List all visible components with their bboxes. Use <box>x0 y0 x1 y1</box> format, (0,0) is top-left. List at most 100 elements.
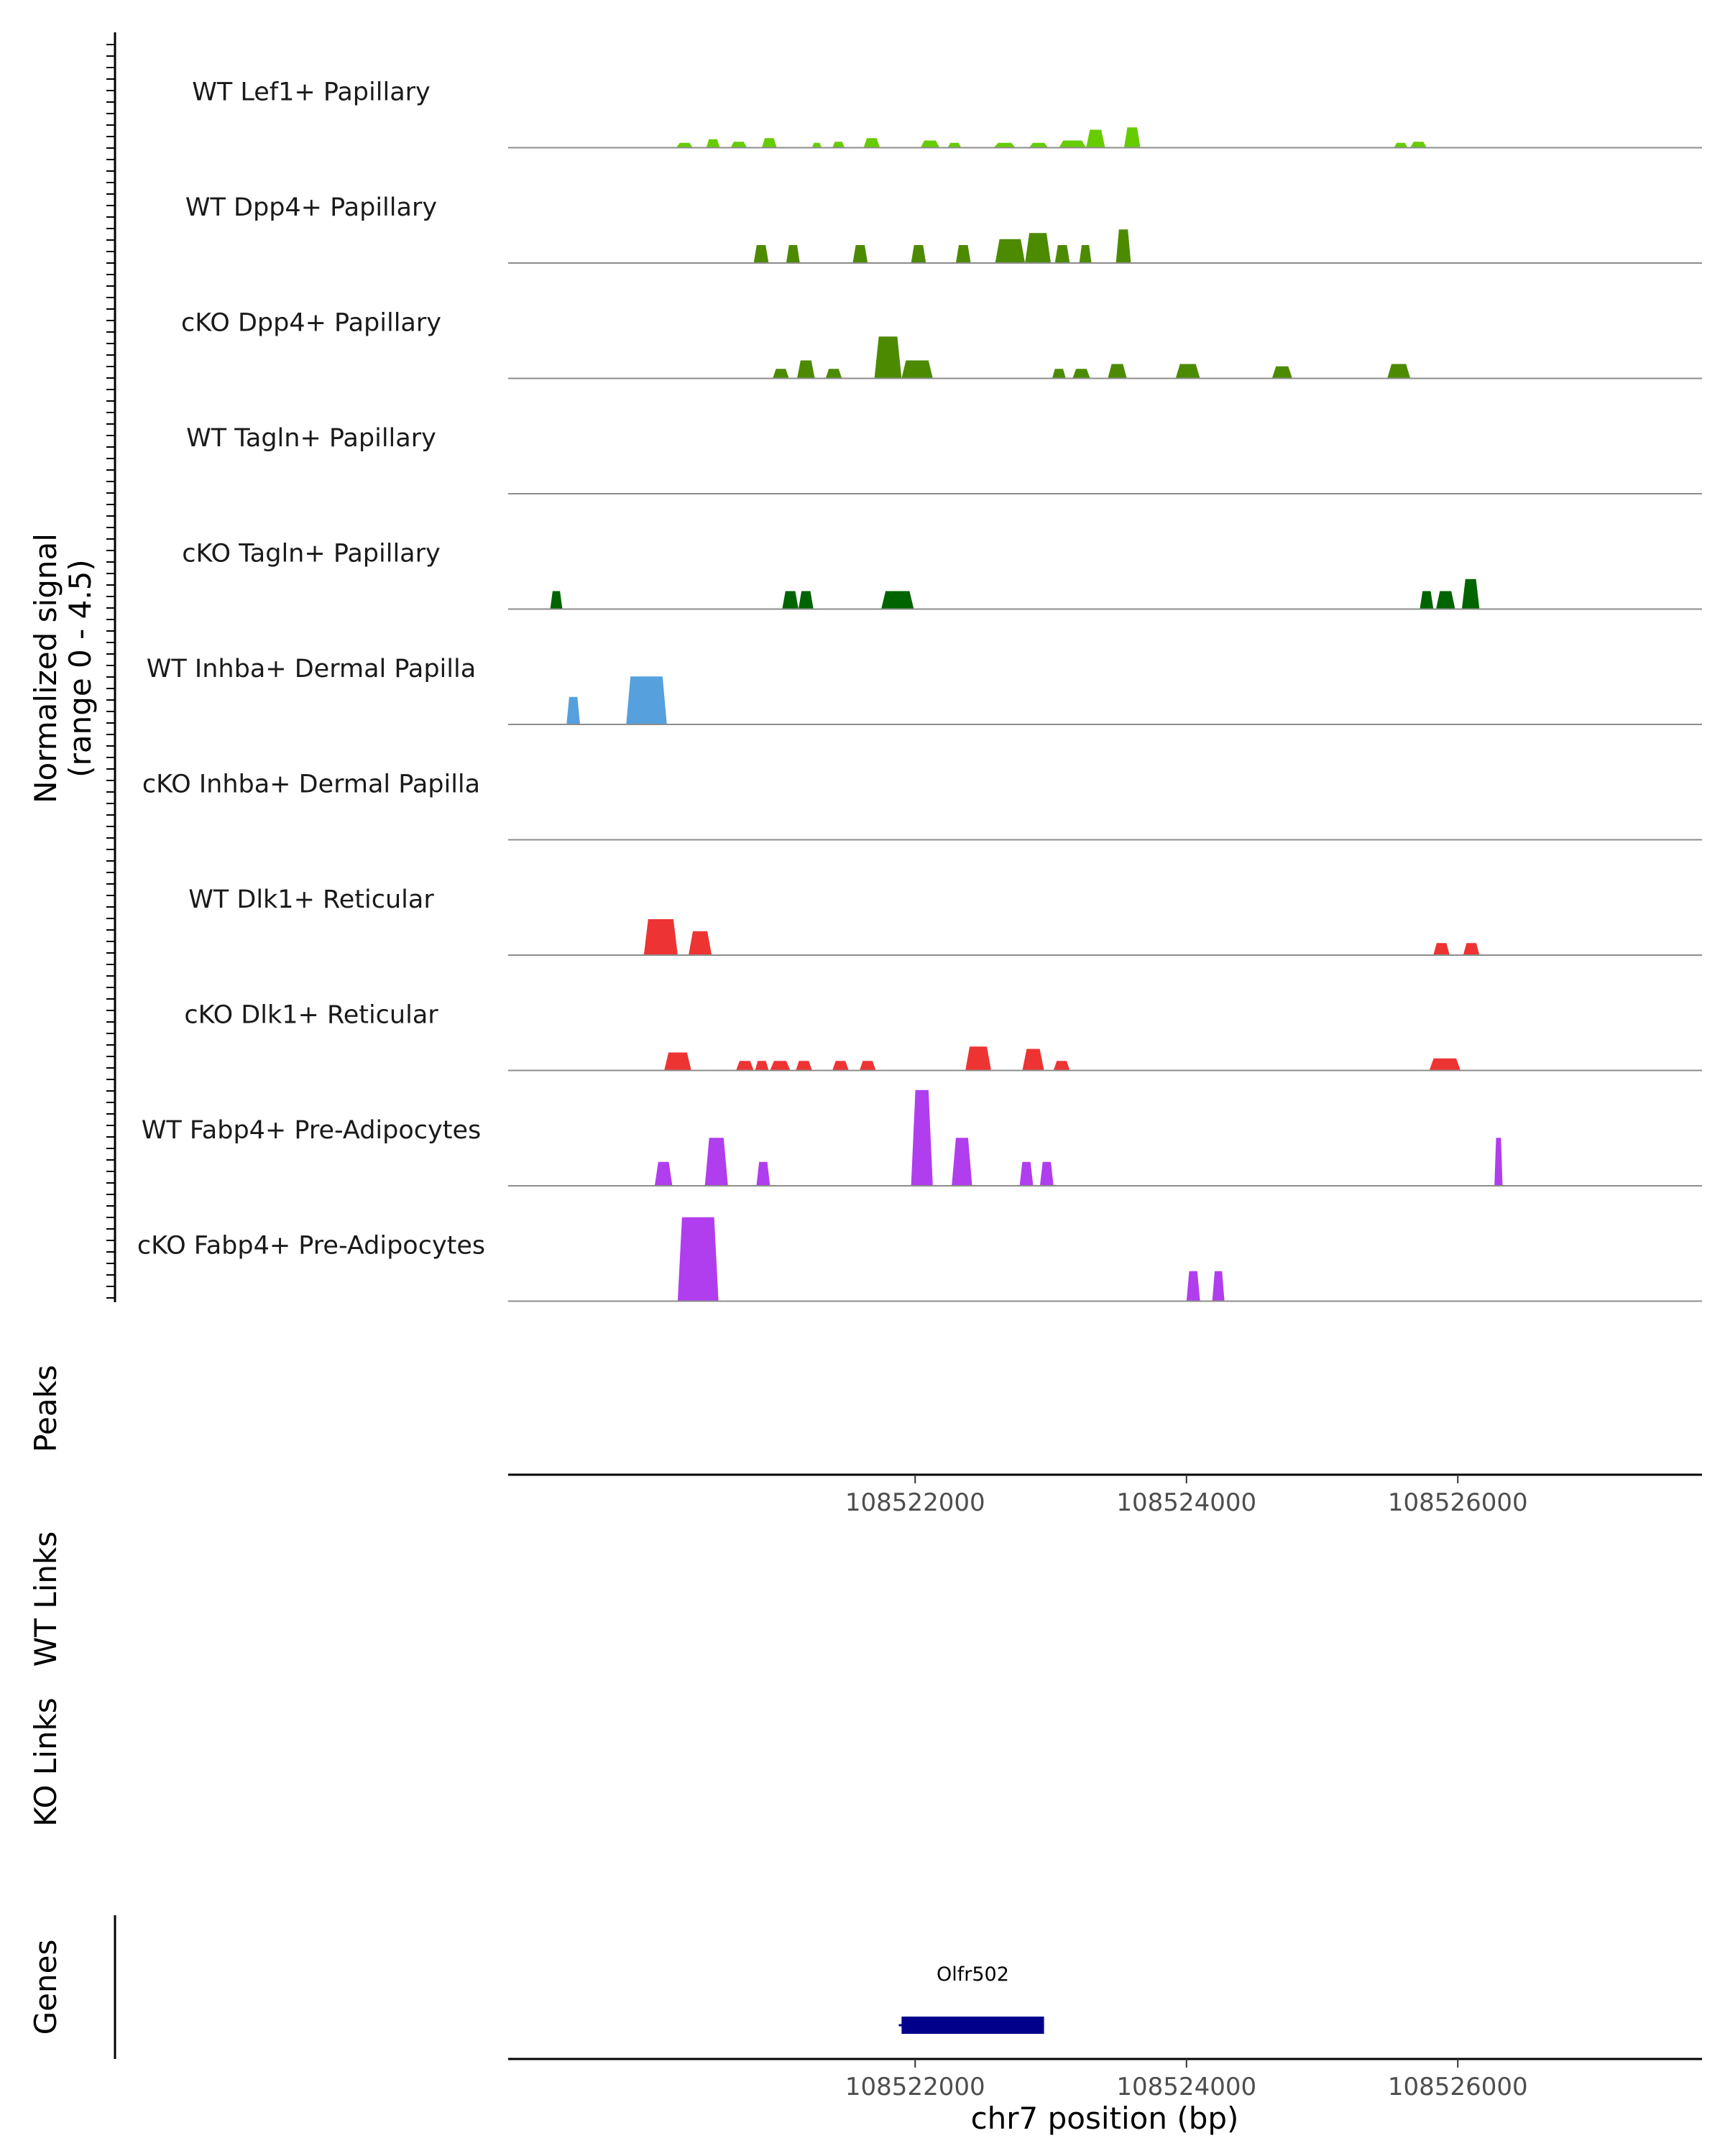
track-label: WT Tagln+ Papillary <box>186 424 436 453</box>
track-label: WT Lef1+ Papillary <box>192 78 431 107</box>
signal-peak <box>965 1046 991 1071</box>
signal-peak <box>1116 229 1131 263</box>
track-6: WT Inhba+ Dermal Papilla <box>147 655 1702 725</box>
signal-peak <box>782 591 799 609</box>
track-4: WT Tagln+ Papillary <box>186 424 1702 494</box>
signal-peak <box>832 142 845 148</box>
signal-peak <box>1387 364 1411 379</box>
track-label: WT Inhba+ Dermal Papilla <box>147 655 476 683</box>
signal-peak <box>911 1089 933 1186</box>
signal-peak <box>753 245 769 263</box>
signal-peak <box>1436 591 1455 609</box>
signal-peak <box>1429 1058 1460 1071</box>
track-5: cKO Tagln+ Papillary <box>182 540 1702 610</box>
track-label: WT Fabp4+ Pre-Adipocytes <box>142 1116 481 1145</box>
track-label: cKO Fabp4+ Pre-Adipocytes <box>137 1232 485 1261</box>
signal-peak <box>947 142 962 148</box>
x-tick-label: 108522000 <box>845 2073 985 2101</box>
signal-peak <box>1271 366 1292 379</box>
signal-peak <box>993 142 1016 148</box>
signal-ylabel-line1: Normalized signal <box>28 533 63 803</box>
peaks-track-label: Peaks <box>28 1365 63 1452</box>
signal-peak <box>704 1138 728 1186</box>
signal-peak <box>730 142 748 148</box>
coverage-signal-panel: Normalized signal (range 0 - 4.5) WT Lef… <box>28 32 1702 1302</box>
genes-x-axis-ticks: 108522000 108524000 108526000 <box>845 2059 1528 2101</box>
signal-peak <box>1175 364 1200 379</box>
signal-peak <box>1108 364 1127 379</box>
ko-links-label: KO Links <box>28 1697 63 1827</box>
signal-peak <box>901 360 933 379</box>
signal-peak <box>643 919 678 955</box>
signal-y-axis-ticks <box>106 44 115 1299</box>
signal-peak <box>1039 1161 1054 1186</box>
track-9: cKO Dlk1+ Reticular <box>184 1001 1702 1072</box>
signal-peak <box>1059 140 1087 148</box>
signal-peak <box>911 245 926 263</box>
signal-peak <box>852 245 868 263</box>
signal-ylabel-line2: (range 0 - 4.5) <box>63 559 98 778</box>
signal-peak <box>1025 233 1051 263</box>
track-label: WT Dpp4+ Papillary <box>185 193 437 222</box>
signal-peak <box>995 239 1026 263</box>
track-label: cKO Inhba+ Dermal Papilla <box>142 770 480 799</box>
x-tick-label: 108524000 <box>1116 1488 1256 1517</box>
x-tick-label: 108524000 <box>1116 2073 1256 2101</box>
signal-peak <box>1494 1138 1503 1186</box>
signal-peak <box>1029 142 1049 148</box>
signal-peak <box>1410 142 1427 148</box>
gene-annotations: Olfr502 <box>898 1963 1044 2034</box>
track-11: cKO Fabp4+ Pre-Adipocytes <box>137 1217 1702 1302</box>
genes-panel: Genes Olfr502 108522000 108524000 10852600… <box>28 1915 1702 2136</box>
links-panel: WT Links KO Links <box>28 1531 63 1827</box>
signal-peak <box>825 369 842 379</box>
x-tick-label: 108522000 <box>845 1488 985 1517</box>
signal-peak <box>676 142 693 148</box>
signal-peak <box>881 591 914 609</box>
x-tick-label: 108526000 <box>1388 2073 1528 2101</box>
signal-peak <box>955 245 971 263</box>
signal-peak <box>664 1052 691 1071</box>
signal-peak <box>1072 369 1090 379</box>
signal-peak <box>859 1061 876 1071</box>
track-2: WT Dpp4+ Papillary <box>185 193 1702 264</box>
signal-peak <box>770 1061 791 1071</box>
signal-peak <box>566 696 580 724</box>
signal-peak <box>952 1138 972 1186</box>
track-3: cKO Dpp4+ Papillary <box>181 309 1702 379</box>
signal-peak <box>762 138 777 148</box>
track-7: cKO Inhba+ Dermal Papilla <box>142 770 1702 841</box>
signal-peak <box>1086 129 1105 148</box>
signal-peak <box>550 591 563 609</box>
signal-peak <box>654 1161 673 1186</box>
genes-track-label: Genes <box>28 1940 63 2035</box>
signal-tracks: WT Lef1+ Papillary WT Dpp4+ Papillary cKO … <box>137 78 1702 1302</box>
x-tick-label: 108526000 <box>1388 1488 1528 1517</box>
signal-peak <box>1420 591 1434 609</box>
signal-peak <box>1053 1061 1070 1071</box>
signal-peak <box>1123 127 1141 148</box>
gene-label: Olfr502 <box>937 1963 1009 1986</box>
track-label: cKO Dlk1+ Reticular <box>184 1001 438 1030</box>
signal-peak <box>1186 1271 1200 1302</box>
signal-peak <box>755 1061 769 1071</box>
signal-peak <box>797 360 815 379</box>
signal-peak <box>811 142 822 148</box>
signal-peak <box>1054 245 1070 263</box>
signal-peak <box>920 140 940 148</box>
signal-peak <box>786 245 800 263</box>
peaks-x-axis-ticks: 108522000 108524000 108526000 <box>845 1475 1528 1517</box>
signal-peak <box>756 1161 770 1186</box>
signal-peak <box>1433 943 1450 955</box>
signal-peak <box>832 1061 849 1071</box>
signal-peak <box>1463 943 1480 955</box>
track-1: WT Lef1+ Papillary <box>192 78 1702 149</box>
signal-peak <box>773 369 789 379</box>
signal-peak <box>1079 245 1092 263</box>
signal-peak <box>798 591 814 609</box>
signal-peak <box>1022 1049 1044 1071</box>
signal-peak <box>706 139 720 148</box>
signal-peak <box>689 931 712 955</box>
